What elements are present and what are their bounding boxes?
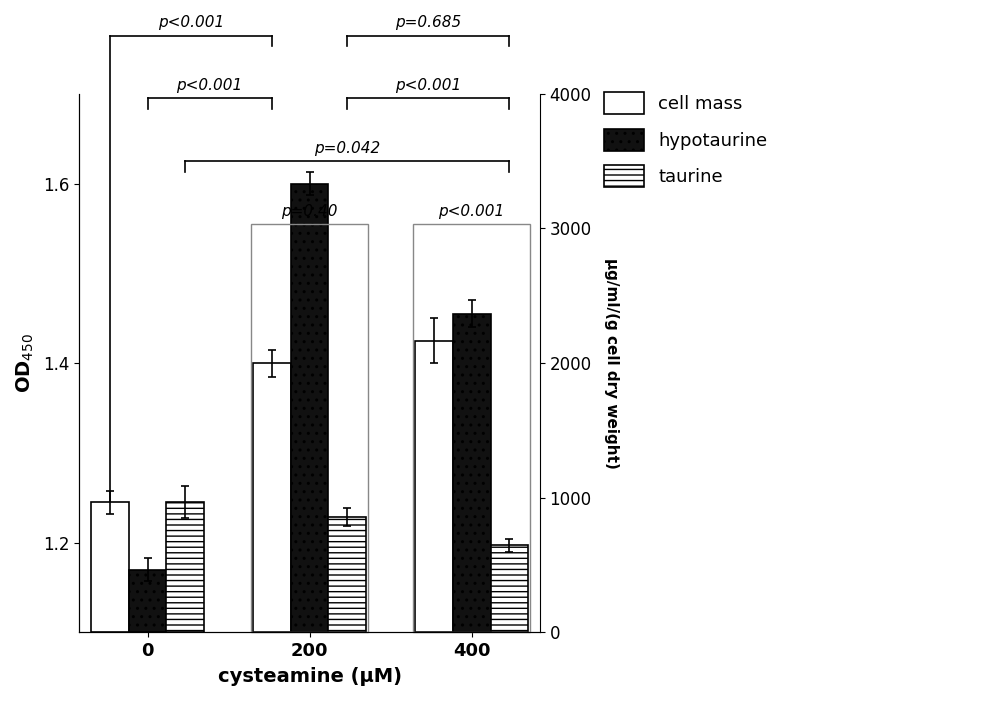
Bar: [453, 314, 491, 632]
Text: p=0.40: p=0.40: [281, 203, 338, 219]
Text: p=0.685: p=0.685: [395, 15, 462, 30]
Bar: [166, 502, 204, 632]
Text: p<0.001: p<0.001: [158, 15, 224, 30]
Bar: [415, 341, 453, 632]
Y-axis label: μg/ml/(g cell dry weight): μg/ml/(g cell dry weight): [604, 258, 619, 468]
Text: p=0.042: p=0.042: [314, 141, 381, 156]
Bar: [253, 363, 291, 632]
Bar: [291, 184, 328, 632]
Text: p<0.001: p<0.001: [438, 203, 505, 219]
X-axis label: cysteamine (μM): cysteamine (μM): [218, 667, 402, 686]
Text: p<0.001: p<0.001: [177, 78, 243, 93]
Text: p<0.001: p<0.001: [395, 78, 462, 93]
Bar: [129, 569, 166, 632]
Y-axis label: OD$_{450}$: OD$_{450}$: [15, 333, 36, 393]
Bar: [491, 545, 528, 632]
Legend: cell mass, hypotaurine, taurine: cell mass, hypotaurine, taurine: [604, 92, 767, 187]
Bar: [328, 517, 366, 632]
Bar: [91, 502, 129, 632]
